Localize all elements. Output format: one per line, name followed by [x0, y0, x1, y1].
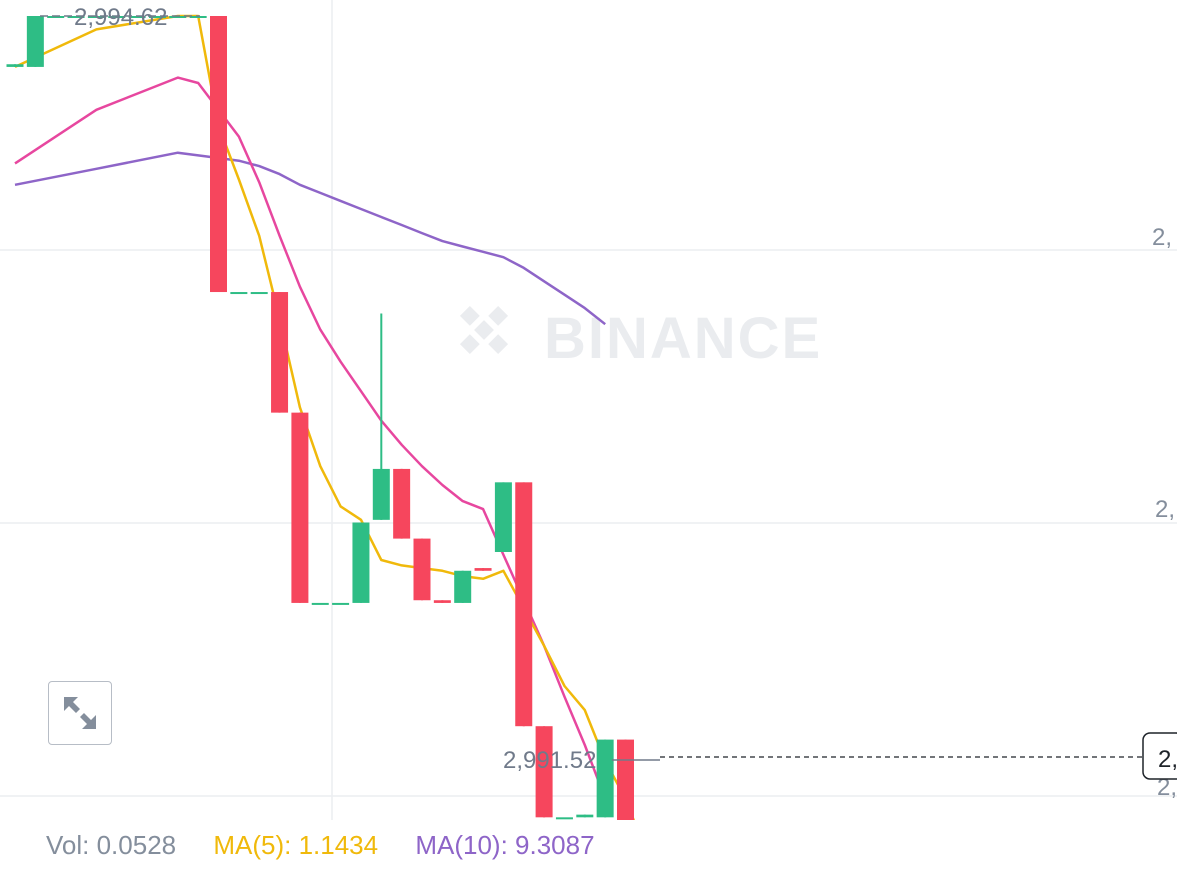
candle-body: [148, 16, 166, 18]
candle-body: [617, 739, 634, 820]
high-price-marker: 2,994.62: [40, 4, 200, 31]
candle: [413, 538, 431, 601]
candle: [148, 16, 166, 18]
volume-readout: Vol: 0.0528: [46, 830, 177, 860]
ma-slow-line: [14, 151, 606, 326]
binance-watermark: BINANCE: [459, 305, 822, 371]
candle: [26, 16, 44, 67]
candle-body: [26, 16, 44, 67]
candle-body: [393, 468, 411, 539]
candle: [433, 600, 451, 603]
candle-body: [332, 602, 350, 605]
candle-body: [189, 16, 207, 18]
candle-body: [6, 64, 24, 67]
candle: [393, 468, 411, 539]
candle-body: [108, 16, 126, 18]
candle-body: [515, 482, 533, 727]
candle-body: [47, 16, 65, 18]
ma10-readout: MA(10): 9.3087: [415, 830, 595, 860]
candle: [372, 313, 390, 520]
expand-chart-button[interactable]: [48, 681, 112, 745]
chart-grid: [0, 0, 1177, 820]
candle-body: [169, 16, 187, 18]
candle: [332, 602, 350, 605]
right-axis-label: 2,: [1155, 496, 1175, 523]
expand-arrows-icon: [64, 697, 96, 729]
right-axis-label: 2,: [1157, 774, 1177, 801]
candle-body: [474, 568, 492, 571]
candle: [67, 16, 85, 18]
candle: [47, 16, 65, 18]
candle: [576, 814, 594, 818]
candle-body: [311, 602, 329, 605]
candle-body: [352, 522, 370, 603]
last-price-tag: 2,: [1142, 732, 1177, 780]
low-price-label: 2,991.52: [503, 747, 596, 774]
candle-body: [271, 292, 289, 413]
candle: [352, 522, 370, 603]
low-price-marker: 2,991.52: [503, 747, 660, 774]
candle: [311, 602, 329, 605]
candle-body: [535, 726, 553, 818]
candle: [454, 570, 472, 603]
candle-body: [596, 739, 614, 818]
binance-logo-icon: [459, 305, 509, 355]
candle: [87, 16, 105, 18]
watermark-text: BINANCE: [544, 306, 822, 371]
candle: [291, 412, 309, 603]
ma5-readout: MA(5): 1.1434: [213, 830, 379, 860]
candle: [210, 16, 227, 293]
candle: [535, 726, 553, 818]
candle: [189, 16, 207, 18]
candle-body: [250, 292, 268, 295]
right-axis-label: 2,: [1152, 224, 1172, 251]
candle-body: [128, 16, 146, 18]
candle: [596, 739, 614, 818]
candle: [617, 739, 634, 820]
candle: [230, 292, 248, 295]
candle-body: [230, 292, 248, 295]
price-chart[interactable]: BINANCE 2, 2, 2, 2,994.62 2,991.52 2,: [0, 0, 1177, 820]
last-price-tag-text: 2,: [1158, 746, 1177, 773]
candle-body: [291, 412, 309, 603]
candle: [515, 482, 533, 727]
high-price-label: 2,994.62: [74, 4, 167, 31]
candle: [494, 482, 512, 552]
candle: [6, 64, 24, 67]
candle-body: [210, 16, 227, 293]
candle-body: [433, 600, 451, 603]
candle: [108, 16, 126, 18]
candle-body: [413, 538, 431, 601]
candle-body: [67, 16, 85, 18]
candle: [128, 16, 146, 18]
candle-body: [576, 814, 594, 818]
candle: [555, 817, 573, 820]
candle: [169, 16, 187, 18]
candle-body: [555, 817, 573, 820]
candlesticks: [6, 16, 634, 820]
candle: [474, 568, 492, 571]
candle-body: [87, 16, 105, 18]
candle: [271, 292, 289, 413]
candle-body: [454, 570, 472, 603]
candle: [250, 292, 268, 295]
last-price-tag-box: [1142, 732, 1177, 780]
candle-body: [494, 482, 512, 552]
indicator-footer: Vol: 0.0528 MA(5): 1.1434 MA(10): 9.3087: [46, 830, 625, 861]
candle-body: [372, 468, 390, 520]
